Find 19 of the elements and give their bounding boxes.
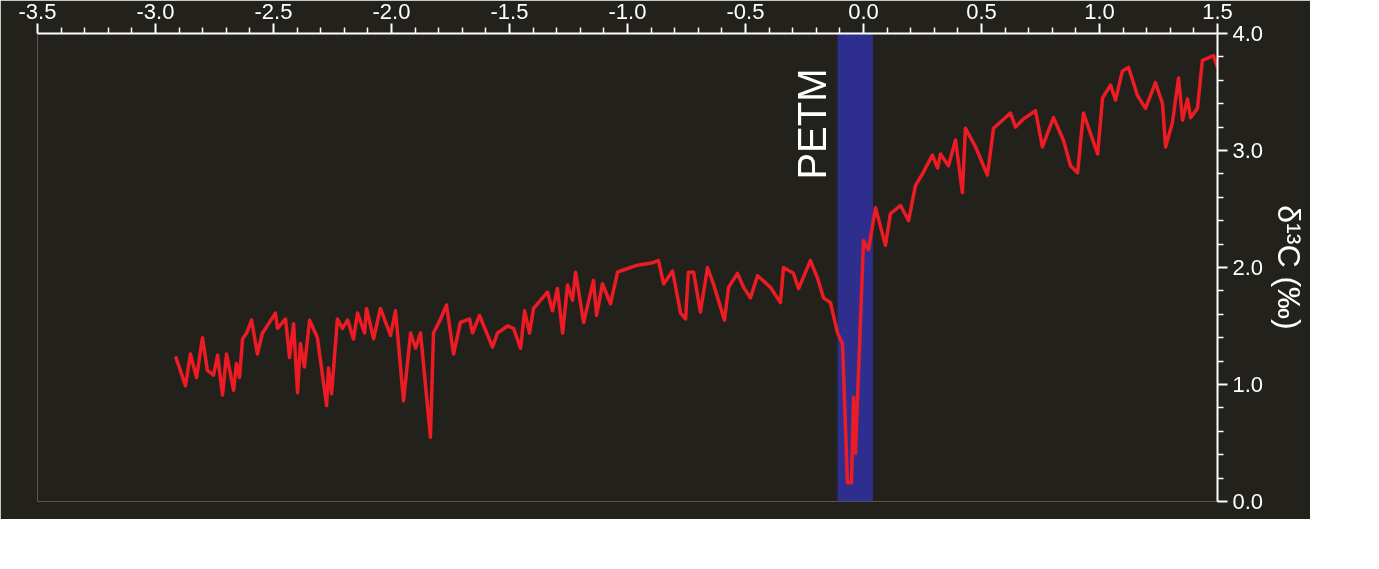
x-tick-label: 0.5 bbox=[966, 0, 997, 24]
x-tick-label: -2.5 bbox=[254, 0, 293, 24]
y-axis-title: δ¹³C (‰) bbox=[1271, 205, 1308, 330]
y-tick-label: 1.0 bbox=[1232, 372, 1264, 397]
y-tick-label: 2.0 bbox=[1232, 255, 1264, 280]
x-tick-label: -3.5 bbox=[18, 0, 57, 24]
x-tick-label: -2.0 bbox=[372, 0, 411, 24]
x-tick-label: -3.0 bbox=[136, 0, 175, 24]
x-tick-label: -1.5 bbox=[490, 0, 529, 24]
y-tick-label: 0.0 bbox=[1232, 489, 1264, 514]
x-tick-label: 0.0 bbox=[848, 0, 879, 24]
x-tick-label: 1.5 bbox=[1202, 0, 1233, 24]
line-series bbox=[173, 53, 1218, 485]
y-tick-label: 4.0 bbox=[1232, 21, 1264, 46]
x-tick-label: -1.0 bbox=[608, 0, 647, 24]
band-label: PETM bbox=[789, 68, 834, 180]
x-tick-label: -0.5 bbox=[726, 0, 765, 24]
y-tick-label: 3.0 bbox=[1232, 138, 1264, 163]
x-tick-label: 1.0 bbox=[1084, 0, 1115, 24]
